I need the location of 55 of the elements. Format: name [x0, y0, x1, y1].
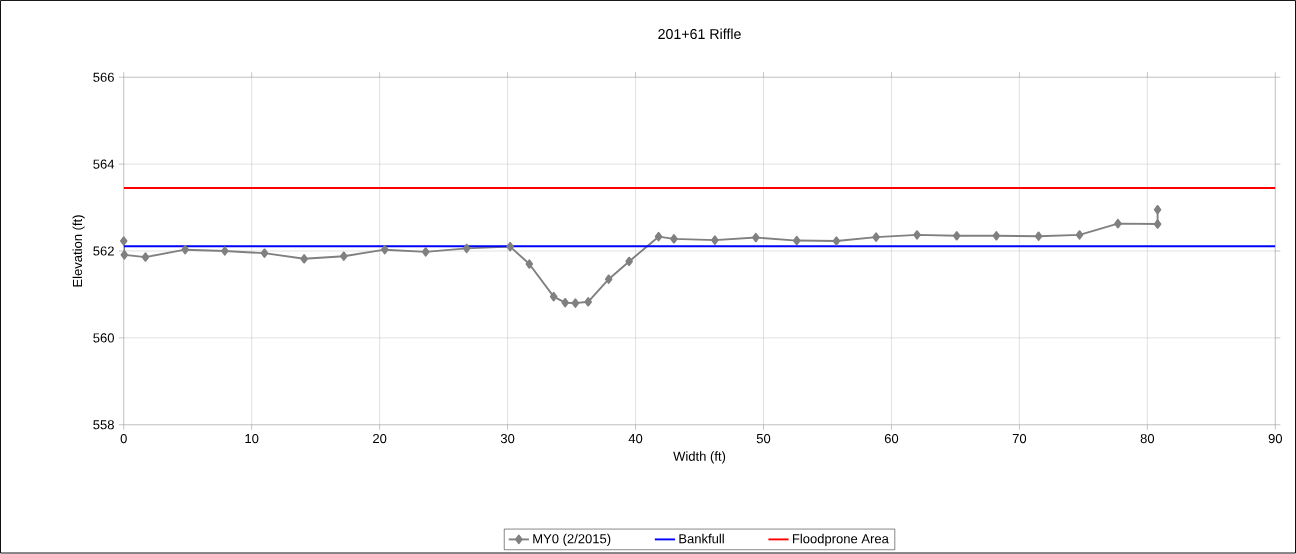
point	[181, 245, 189, 255]
point	[340, 251, 348, 262]
point	[380, 245, 389, 255]
y-tick-label: 558	[93, 420, 114, 430]
point	[625, 256, 633, 267]
point	[711, 235, 719, 246]
point	[549, 292, 558, 302]
point	[120, 250, 129, 260]
point	[571, 298, 580, 309]
point	[462, 243, 471, 254]
y-tick-label: 560	[93, 333, 114, 343]
point	[913, 230, 921, 240]
legend-label: MY0 (2/2015)	[533, 534, 611, 547]
point	[1034, 231, 1043, 242]
point	[119, 236, 128, 246]
x-tick-label: 20	[373, 434, 387, 444]
point	[561, 298, 569, 308]
x-axis-title: Width (ft)	[673, 451, 726, 464]
point	[141, 252, 150, 263]
point	[221, 246, 229, 256]
point	[300, 254, 308, 264]
point	[1153, 219, 1162, 230]
point	[1114, 219, 1122, 229]
point	[506, 242, 514, 252]
point	[670, 234, 678, 244]
x-tick-label: 0	[120, 434, 127, 444]
point	[525, 259, 534, 270]
y-axis-title: Elevation (ft)	[72, 215, 85, 287]
point	[604, 274, 613, 285]
point	[952, 231, 961, 241]
point	[872, 232, 880, 243]
x-tick-label: 40	[628, 434, 643, 444]
x-tick-label: 10	[245, 434, 259, 444]
legend-label: Bankfull	[679, 534, 724, 544]
x-tick-label: 70	[1012, 434, 1027, 444]
y-tick-label: 566	[93, 72, 114, 83]
y-tick-label: 562	[93, 246, 114, 256]
point	[584, 297, 592, 307]
y-tick-label: 564	[93, 159, 115, 169]
point	[1153, 205, 1162, 215]
chart-title: 201+61 Riffle	[658, 28, 741, 40]
x-tick-label: 30	[500, 434, 515, 444]
point	[752, 233, 760, 243]
point	[260, 248, 269, 259]
point	[792, 236, 801, 246]
point	[832, 236, 841, 246]
x-tick-label: 50	[756, 434, 771, 444]
x-tick-label: 90	[1268, 434, 1283, 444]
x-tick-label: 80	[1140, 434, 1155, 444]
point	[421, 247, 430, 257]
point	[654, 232, 663, 242]
legend-label: Floodprone Area	[792, 534, 889, 547]
x-tick-label: 60	[884, 434, 899, 444]
point	[1075, 230, 1084, 240]
point	[992, 231, 1001, 241]
